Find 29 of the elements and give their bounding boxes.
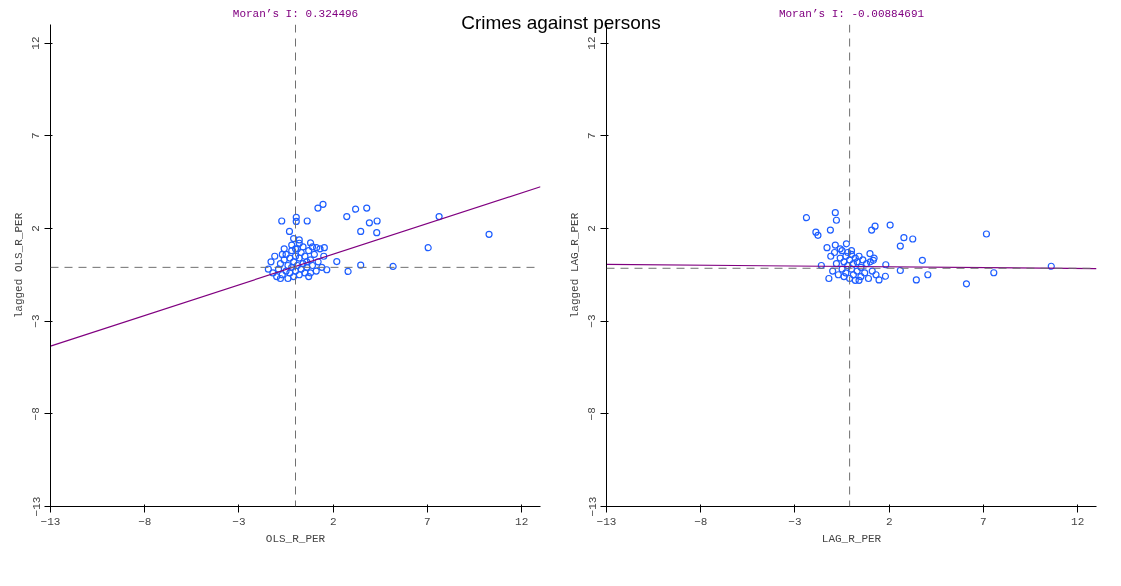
annotation: Crimes against persons xyxy=(461,11,661,35)
x-axis-title: LAG_R_PER xyxy=(821,532,882,545)
x-tick-label: 2 xyxy=(885,515,893,528)
y-axis-title: lagged LAG_R_PER xyxy=(568,212,581,319)
y-tick-label: 12 xyxy=(30,36,43,50)
y-tick-label: −8 xyxy=(30,407,43,421)
y-tick-label: −3 xyxy=(586,314,599,328)
x-tick-label: −13 xyxy=(40,515,61,528)
chart-title: Moran’s I: -0.00884691 xyxy=(778,7,925,20)
y-tick-label: −3 xyxy=(30,314,43,328)
x-tick-label: −8 xyxy=(694,515,708,528)
y-tick-label: 2 xyxy=(30,225,43,232)
x-tick-label: −8 xyxy=(138,515,152,528)
y-tick-label: 7 xyxy=(586,132,599,140)
chart-title: Moran’s I: 0.324496 xyxy=(232,7,359,20)
x-tick-label: 12 xyxy=(1071,515,1085,528)
x-axis-title: OLS_R_PER xyxy=(265,532,326,545)
y-tick-label: 7 xyxy=(30,132,43,140)
y-axis-title: lagged OLS_R_PER xyxy=(12,212,25,319)
y-tick-label: 2 xyxy=(586,225,599,232)
x-tick-label: −13 xyxy=(596,515,617,528)
x-tick-label: −3 xyxy=(232,515,246,528)
x-tick-label: 7 xyxy=(424,515,431,528)
x-tick-label: 7 xyxy=(980,515,987,528)
x-tick-label: 12 xyxy=(515,515,529,528)
y-tick-label: −8 xyxy=(586,407,599,421)
x-tick-label: 2 xyxy=(329,515,337,528)
x-tick-label: −3 xyxy=(788,515,802,528)
y-tick-label: 12 xyxy=(586,36,599,50)
